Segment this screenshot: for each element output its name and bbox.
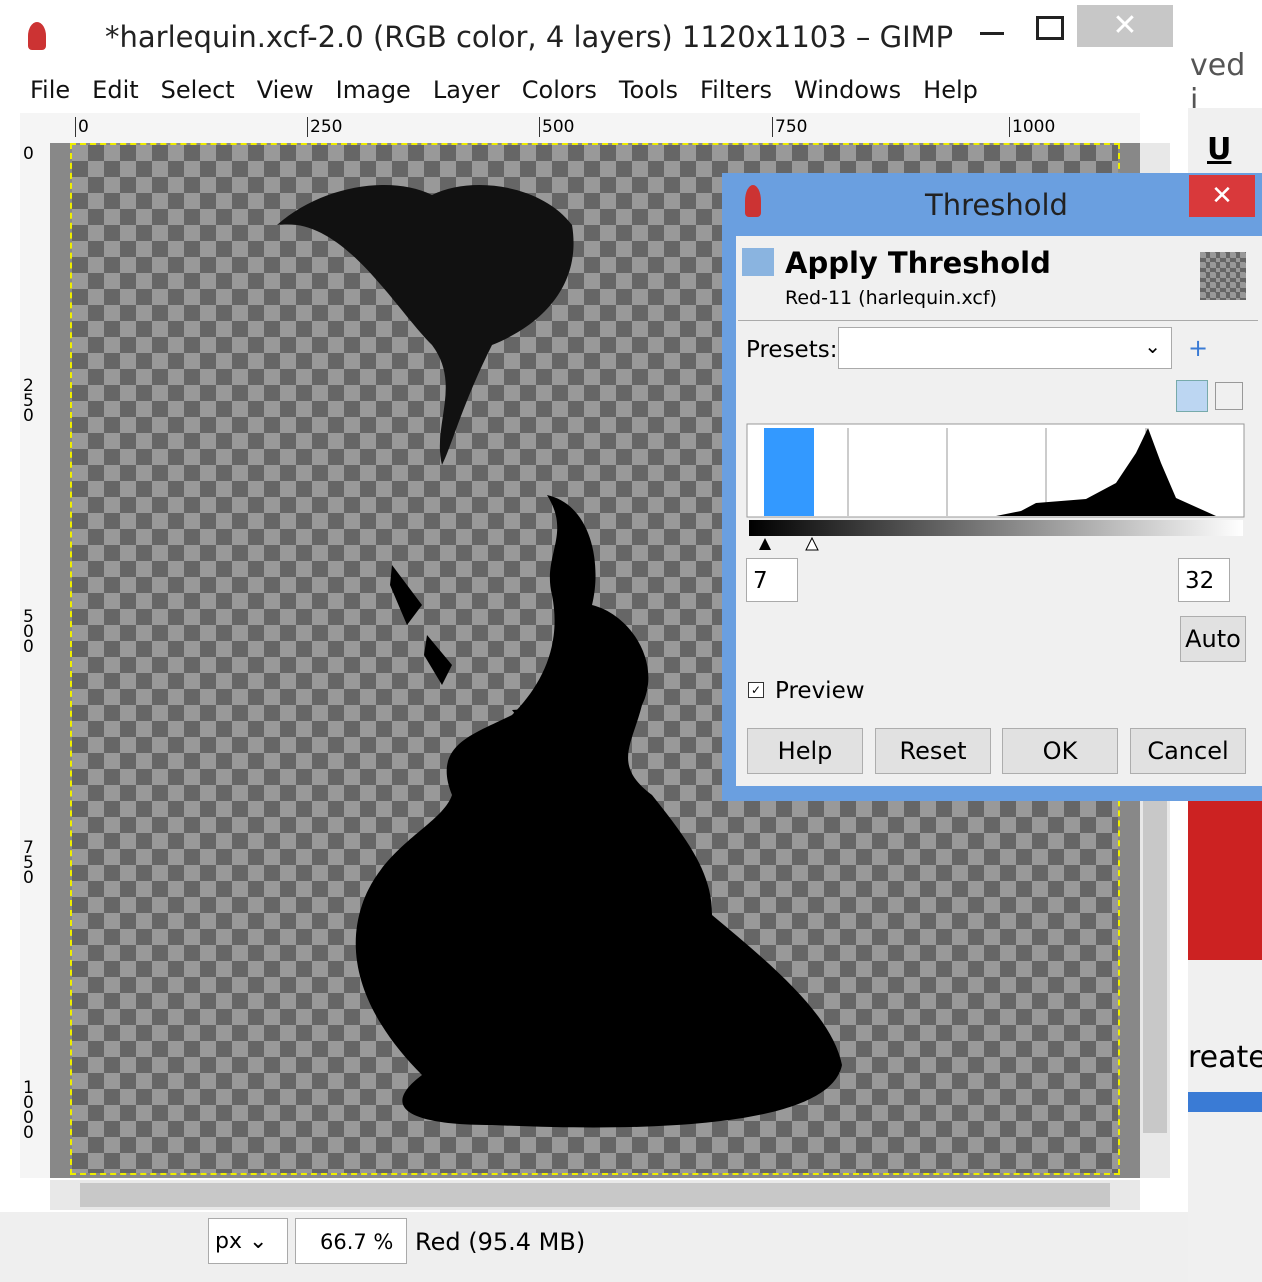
dialog-button[interactable]: Reset <box>875 728 991 774</box>
add-preset[interactable]: + <box>1188 334 1209 362</box>
menu-item[interactable]: Help <box>923 76 978 104</box>
preview-label: Preview <box>775 678 865 704</box>
underline-button[interactable]: U <box>1207 132 1232 167</box>
presets-label: Presets: <box>746 337 838 363</box>
ruler-label: 0 <box>75 117 89 137</box>
ruler-label: 250 <box>23 376 34 426</box>
menu-item[interactable]: File <box>30 76 71 104</box>
dialog-close[interactable]: ✕ <box>1189 175 1255 217</box>
high-value: 32 <box>1185 568 1215 594</box>
app-icon <box>28 22 46 50</box>
menu-item[interactable]: View <box>256 76 314 104</box>
zoom: 66.7 % <box>320 1230 394 1254</box>
silhouette <box>277 185 842 1128</box>
ruler-label: 750 <box>772 117 807 137</box>
menu-bar: File Edit Select View Image Layer Colors Tools F… <box>30 76 1000 104</box>
ruler-label: 750 <box>23 838 34 888</box>
auto-label: Auto <box>1185 625 1241 653</box>
dialog-heading: Apply Threshold <box>785 246 1051 280</box>
zoom-select[interactable]: 66.7 % <box>295 1218 407 1264</box>
ruler-label: 250 <box>307 117 342 137</box>
window-title: *harlequin.xcf-2.0 (RGB color, 4 layers)… <box>105 20 954 54</box>
linear-histogram[interactable] <box>1176 380 1208 412</box>
ruler-label: 1000 <box>23 1078 34 1143</box>
menu-item[interactable]: Filters <box>700 76 772 104</box>
ruler-label: 500 <box>539 117 574 137</box>
separator <box>738 320 1258 321</box>
background-bar <box>1188 1092 1262 1112</box>
high-input[interactable]: 32 <box>1178 558 1230 602</box>
dialog-button[interactable]: Help <box>747 728 863 774</box>
menu-item[interactable]: Select <box>160 76 235 104</box>
title-bar <box>0 0 1188 70</box>
unit-select[interactable]: px ⌄ <box>208 1218 288 1264</box>
horizontal-scrollbar[interactable] <box>50 1180 1140 1210</box>
ruler-label: 1000 <box>1009 117 1055 137</box>
low-value: 7 <box>753 568 768 594</box>
vertical-ruler: 0 250 500 750 1000 <box>20 143 51 1178</box>
status-bar <box>0 1212 1188 1282</box>
preview-checkbox[interactable]: ✓ <box>748 682 764 698</box>
menu-item[interactable]: Image <box>335 76 411 104</box>
layer-thumbnail <box>1200 252 1246 300</box>
dialog-subheading: Red-11 (harlequin.xcf) <box>785 287 997 309</box>
auto-button[interactable]: Auto <box>1180 616 1246 662</box>
menu-item[interactable]: Layer <box>432 76 500 104</box>
minimize[interactable] <box>980 32 1004 35</box>
maximize[interactable] <box>1036 16 1064 40</box>
ruler-label: 0 <box>23 144 34 164</box>
dialog-button[interactable]: OK <box>1002 728 1118 774</box>
heading-icon <box>742 248 774 276</box>
histogram <box>746 423 1245 551</box>
status-info: Red (95.4 MB) <box>415 1228 586 1256</box>
dialog-button[interactable]: Cancel <box>1130 728 1246 774</box>
menu-item[interactable]: Colors <box>521 76 597 104</box>
menu-item[interactable]: Tools <box>618 76 679 104</box>
unit: px <box>215 1229 242 1254</box>
background-image <box>1188 800 1262 960</box>
dialog-title: Threshold <box>925 188 1068 222</box>
ruler-label: 500 <box>23 607 34 657</box>
low-input[interactable]: 7 <box>746 558 798 602</box>
background-button-text: reate <box>1188 1040 1262 1075</box>
log-histogram[interactable] <box>1215 382 1243 410</box>
menu-item[interactable]: Edit <box>92 76 139 104</box>
background-text: ved i <box>1190 48 1246 118</box>
dialog-icon <box>745 185 761 217</box>
presets-combo[interactable]: ⌄ <box>838 327 1172 369</box>
close[interactable]: ✕ <box>1077 5 1173 47</box>
horizontal-ruler: 0 250 500 750 1000 <box>20 113 1140 144</box>
menu-item[interactable]: Windows <box>794 76 902 104</box>
